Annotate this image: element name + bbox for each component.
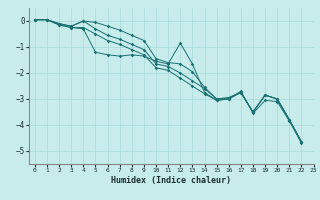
X-axis label: Humidex (Indice chaleur): Humidex (Indice chaleur) [111,176,231,185]
